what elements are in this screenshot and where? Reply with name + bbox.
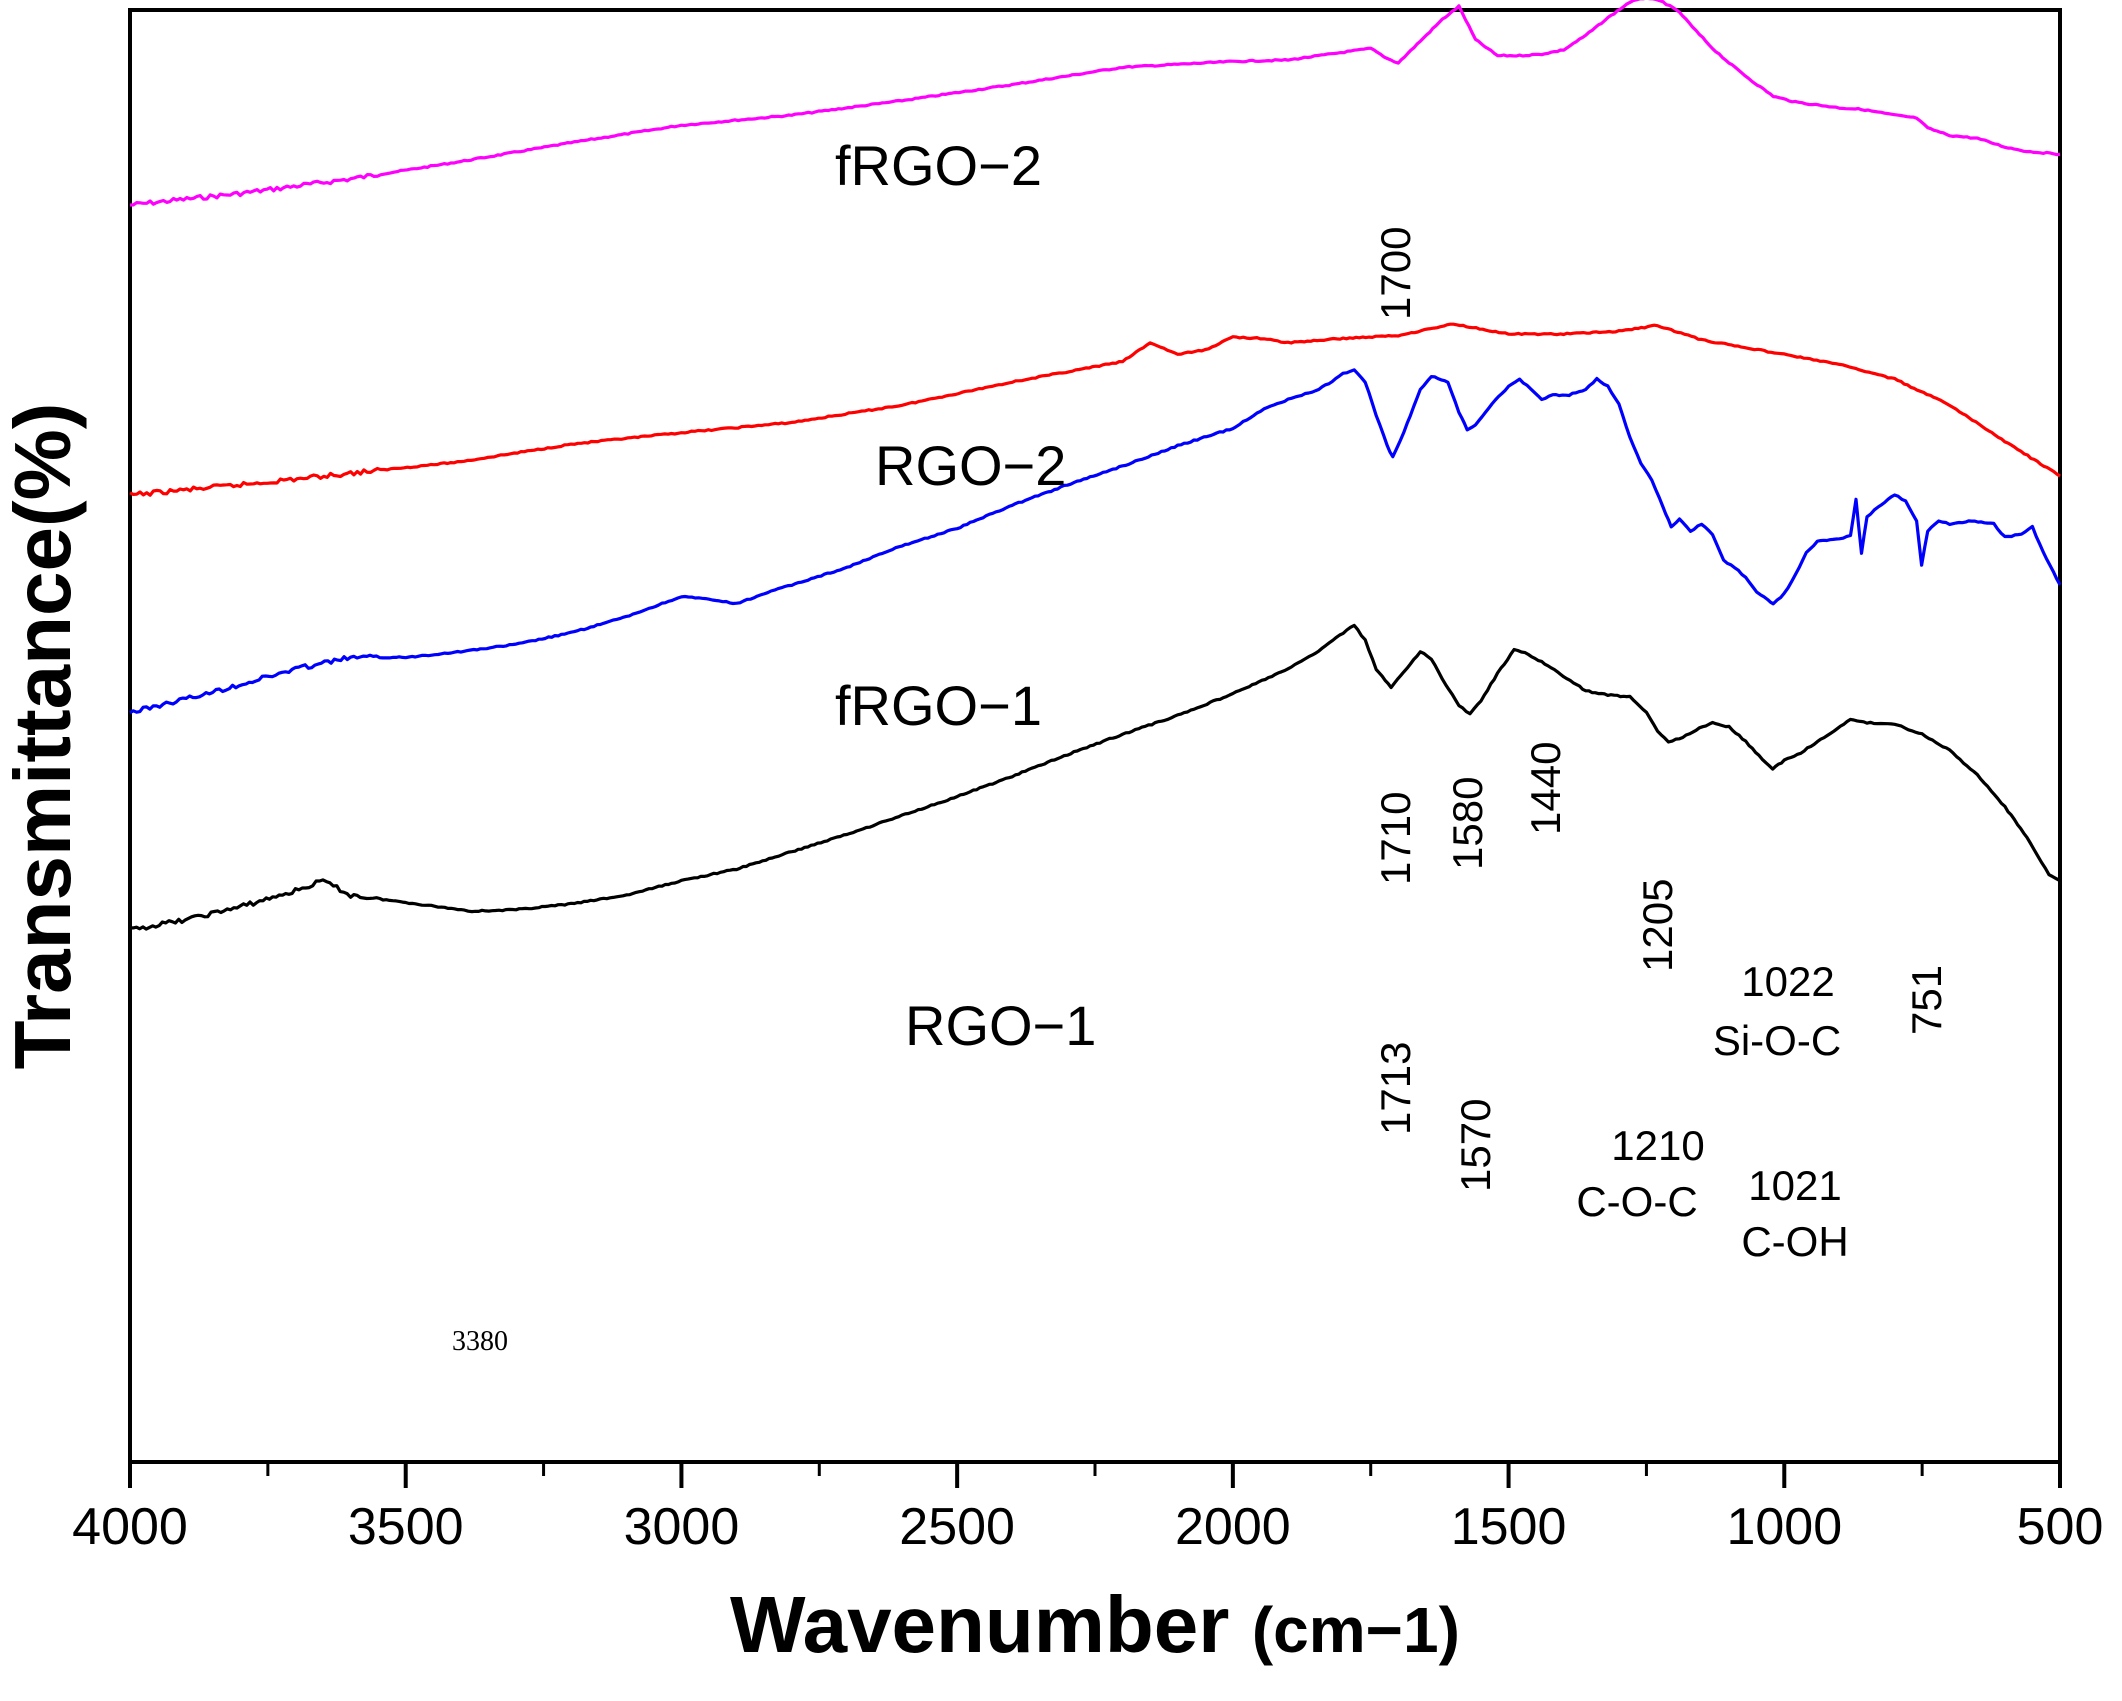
x-axis-title-unit: (cm−1) [1252, 1594, 1460, 1666]
x-axis-title: Wavenumber (cm−1) [730, 1580, 1460, 1669]
x-tick-label-500: 500 [2017, 1498, 2104, 1556]
y-axis-title: Transmittance(%) [0, 403, 87, 1070]
series-line-3 [129, 368, 2062, 715]
peak-label-7: Si-O-C [1713, 1017, 1841, 1064]
series-labels: fRGO−2 RGO−2 fRGO−1 RGO−1 [835, 134, 1096, 1057]
peak-label-10: 1570 [1452, 1099, 1499, 1192]
series-line-1 [129, 0, 2061, 207]
x-ticks [128, 1462, 2062, 1488]
x-tick-label-1500: 1500 [1451, 1498, 1567, 1556]
peak-annotations: 1700 1710 1580 1440 1205 1022 Si-O-C 751 1713 157… [452, 227, 1950, 1357]
peak-label-3: 1580 [1444, 777, 1491, 870]
series-label-4: RGO−1 [905, 994, 1096, 1057]
peak-label-1: 1700 [1372, 227, 1419, 320]
x-tick-label-3000: 3000 [624, 1498, 740, 1556]
x-tick-label-2000: 2000 [1175, 1498, 1291, 1556]
series-label-1: fRGO−2 [835, 134, 1042, 197]
x-tick-label-1000: 1000 [1726, 1498, 1842, 1556]
peak-label-8: 751 [1903, 965, 1950, 1035]
series-label-3: fRGO−1 [835, 674, 1042, 737]
x-axis-title-main: Wavenumber [730, 1580, 1229, 1669]
peak-label-14: C-OH [1741, 1218, 1848, 1265]
series-lines [129, 0, 2062, 931]
x-tick-label-3500: 3500 [348, 1498, 464, 1556]
peak-label-13: 1021 [1748, 1162, 1841, 1209]
peak-label-6: 1022 [1741, 958, 1834, 1005]
series-line-4 [129, 623, 2061, 931]
peak-label-11: 1210 [1611, 1122, 1704, 1169]
x-tick-label-4000: 4000 [72, 1498, 188, 1556]
peak-label-9: 1713 [1372, 1042, 1419, 1135]
series-line-2 [129, 322, 2061, 497]
x-tick-labels: 4000 3500 3000 2500 2000 1500 1000 500 [72, 1498, 2103, 1556]
x-tick-label-2500: 2500 [899, 1498, 1015, 1556]
peak-label-4: 1440 [1522, 742, 1569, 835]
peak-label-5: 1205 [1634, 879, 1681, 972]
peak-label-12: C-O-C [1576, 1178, 1697, 1225]
series-label-2: RGO−2 [875, 434, 1066, 497]
peak-label-15: 3380 [452, 1326, 508, 1357]
peak-label-2: 1710 [1372, 792, 1419, 885]
